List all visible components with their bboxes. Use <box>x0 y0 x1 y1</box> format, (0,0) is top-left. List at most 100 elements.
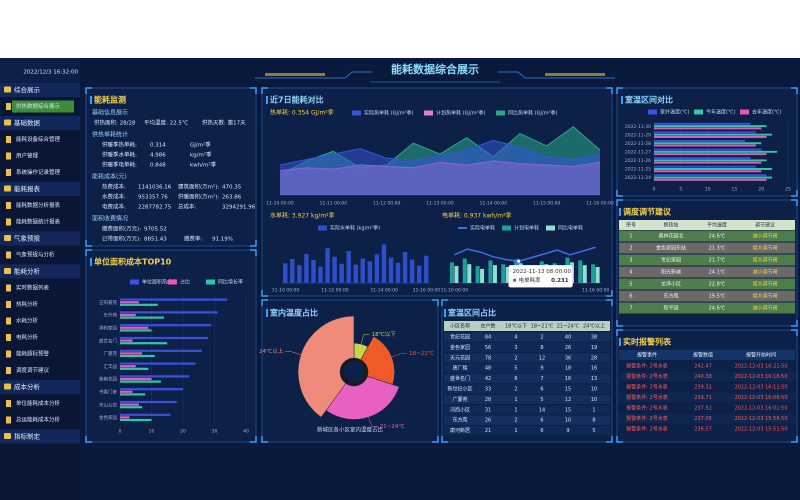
label-leader <box>285 351 301 355</box>
table-cell: 新世纪小区 <box>447 386 472 393</box>
table-cell: 14 <box>539 407 545 413</box>
menu-section[interactable]: 综合展示 <box>14 85 41 94</box>
table-cell: 天元花园 <box>450 354 470 361</box>
panel-corner <box>261 436 268 443</box>
menu-section[interactable]: 指标制定 <box>14 432 41 441</box>
x-tick-label: 11-15 00:00 <box>533 201 561 207</box>
tooltip-dot <box>512 278 517 282</box>
menu-item[interactable]: 调度调节建议 <box>16 366 50 374</box>
menu-item[interactable]: 热耗分析 <box>16 300 39 308</box>
table-cell: 2022-12-03 15:51:50 <box>734 427 787 433</box>
y-tick-label: 盛世名门 <box>99 337 117 344</box>
bar <box>595 267 600 283</box>
x-tick-label: 20 <box>180 429 186 435</box>
file-icon <box>6 400 11 407</box>
menu-item[interactable]: 能耗数据统计报表 <box>16 218 61 226</box>
bar <box>416 265 422 283</box>
table-cell: 9 <box>566 428 569 434</box>
panel-corner <box>432 436 439 443</box>
x-tick-label: 11-10 00:00 <box>441 288 469 294</box>
legend-label: 实际热单耗 (GJ/m²季) <box>364 110 413 117</box>
label-leader <box>391 353 408 358</box>
table-cell: 33 <box>485 387 491 393</box>
file-icon <box>6 284 11 292</box>
table-cell: 6 <box>514 376 517 382</box>
panel-corner <box>791 436 798 443</box>
rose-slice <box>325 376 400 420</box>
panel-title: 室内温度占比 <box>270 308 318 318</box>
table-cell: 8 <box>540 345 543 351</box>
table-cell: 40 <box>565 335 571 341</box>
menu-item[interactable]: 能耗数据分析报表 <box>16 201 61 209</box>
bar <box>120 342 168 345</box>
line <box>454 246 596 263</box>
bar <box>120 349 202 352</box>
title-accent <box>266 96 268 104</box>
header-line <box>255 71 372 79</box>
menu-item[interactable]: 电耗分析 <box>16 333 39 341</box>
chart-subtitle: 热单耗: 0.354 GJ/m²季 <box>270 109 334 117</box>
bar <box>346 251 351 283</box>
monitor-field: kwh/m²季 <box>190 161 217 169</box>
monitor-field: 热费成本: <box>102 183 126 191</box>
y-tick-label: 广厦苑 <box>104 350 118 357</box>
menu-section[interactable]: 气象预报 <box>14 234 41 243</box>
panel-title: 近7日能耗对比 <box>270 95 324 105</box>
table-cell: 8 <box>592 418 595 424</box>
legend-swatch <box>206 279 215 285</box>
monitor-field: 已带面积(万元): <box>102 236 141 243</box>
bar <box>120 336 209 340</box>
menu-item[interactable]: 实时数据列表 <box>16 284 50 292</box>
menu-section[interactable]: 能耗分析 <box>14 267 41 276</box>
section-heading: 供热单耗统计 <box>92 131 128 139</box>
menu-item[interactable]: 水耗分析 <box>16 317 39 325</box>
menu-item[interactable]: 用户管理 <box>16 152 39 160</box>
panel-corner <box>432 299 439 306</box>
monitor-field: 缴费面积(万元): <box>102 225 141 233</box>
menu-item[interactable]: 供热数据综合展示 <box>16 102 61 110</box>
table-cell: 3 <box>514 345 517 351</box>
table-cell: 48 <box>485 366 491 372</box>
tooltip-title: 2022-11-13 08:00:00 <box>513 269 572 275</box>
bar <box>120 352 143 355</box>
y-tick-label: 天山公馆 <box>99 401 117 408</box>
table-cell: 2022-12-03 16:11:50 <box>734 385 787 391</box>
menu-item[interactable]: 能耗设备综合管理 <box>16 135 61 143</box>
y-tick-label: 金色家园 <box>99 414 117 421</box>
menu-item[interactable]: 单位能耗成本分析 <box>16 399 61 407</box>
file-icon <box>6 317 11 325</box>
tooltip-point <box>516 258 522 264</box>
bar <box>654 148 762 151</box>
bar <box>290 259 295 283</box>
area <box>280 140 600 195</box>
bar <box>654 144 756 147</box>
y-tick-label: 2022-11-24 <box>625 175 651 181</box>
menu-item[interactable]: 系统操作记录管理 <box>16 168 61 176</box>
bar <box>654 168 772 170</box>
table-cell: 增大调节阀 <box>752 245 777 252</box>
table-cell: 16 <box>565 376 571 382</box>
monitor-field: 电费成本: <box>102 203 126 211</box>
bar <box>654 161 762 164</box>
table-cell: 1 <box>514 407 517 413</box>
menu-item[interactable]: 总运能耗成本分析 <box>16 416 61 424</box>
file-icon <box>6 251 11 259</box>
line <box>279 139 601 166</box>
folder-icon <box>4 86 11 93</box>
table-cell: 4 <box>629 270 632 276</box>
table-cell: 78 <box>485 355 491 361</box>
menu-section[interactable]: 基础数据 <box>14 118 41 127</box>
bar <box>283 263 288 283</box>
sidebar <box>0 58 80 500</box>
title-accent <box>90 96 92 104</box>
bar <box>488 260 493 283</box>
menu-item[interactable]: 能耗超标预警 <box>16 350 50 358</box>
bar <box>454 266 459 283</box>
monitor-field: 平均温度: 22.5℃ <box>144 119 188 127</box>
menu-item[interactable]: 气象预报与分析 <box>16 251 55 259</box>
menu-section[interactable]: 能耗报表 <box>14 184 41 193</box>
monitor-field: 供暖季热单耗: <box>102 141 137 149</box>
title-accent <box>90 258 92 266</box>
file-icon <box>6 334 11 341</box>
menu-section[interactable]: 成本分析 <box>14 382 41 391</box>
